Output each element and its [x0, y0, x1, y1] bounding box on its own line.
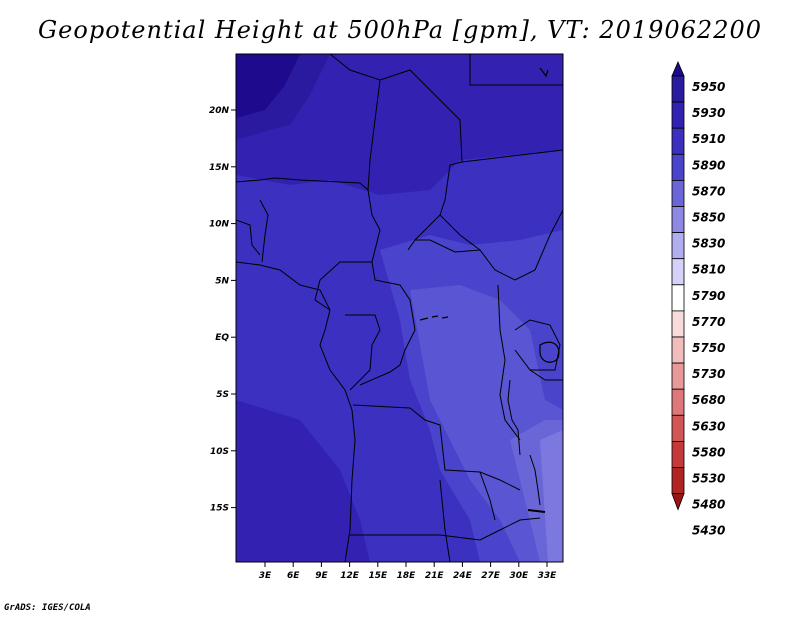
colorbar-swatch — [671, 310, 685, 338]
lat-tick-label: 15S — [210, 504, 229, 514]
lon-tick-label: 3E — [259, 571, 272, 581]
colorbar-label: 5750 — [692, 341, 725, 355]
colorbar-swatch — [671, 440, 685, 468]
lat-tick-label: 20N — [209, 106, 230, 116]
colorbar-label: 5810 — [692, 263, 725, 277]
lakes — [419, 67, 560, 513]
colorbar: 5950 5930 5910 5890 5870 5850 5830 5810 5790 5770… — [671, 60, 725, 538]
lon-tick-label: 18E — [397, 571, 417, 581]
colorbar-label: 5850 — [692, 211, 725, 225]
colorbar-top-arrow — [671, 60, 685, 77]
border-zambia-east — [479, 471, 496, 521]
colorbar-label: 5430 — [692, 524, 725, 538]
colorbar-label: 5930 — [692, 106, 725, 120]
map-title: Geopotential Height at 500hPa [gpm], VT:… — [38, 16, 762, 44]
colorbar-swatch — [671, 153, 685, 181]
colorbar-label: 5580 — [692, 445, 725, 459]
border-car — [415, 239, 481, 253]
colorbar-swatch — [671, 336, 685, 364]
borders — [236, 54, 563, 562]
border-angola — [352, 404, 521, 491]
lat-tick-label: 10S — [210, 447, 229, 457]
colorbar-label: 5530 — [692, 472, 725, 486]
border-chad — [367, 79, 416, 331]
colorbar-bottom-arrow — [671, 493, 685, 511]
border-west-africa — [259, 199, 269, 263]
lake-dots — [419, 315, 449, 321]
longitude-ticks: 3E 6E 9E 12E 15E 18E 21E 24E 27E 30E 33E — [259, 562, 557, 581]
colorbar-label: 5870 — [692, 184, 725, 198]
colorbar-swatch — [671, 414, 685, 442]
colorbar-swatch — [671, 75, 685, 103]
lat-tick-label: EQ — [215, 333, 229, 343]
colorbar-swatch — [671, 258, 685, 286]
colorbar-label: 5910 — [692, 132, 725, 146]
lon-tick-label: 9E — [315, 571, 328, 581]
lake-malawi — [529, 454, 541, 506]
colorbar-swatch — [671, 467, 685, 495]
lon-tick-label: 6E — [287, 571, 300, 581]
colorbar-label: 5830 — [692, 237, 725, 251]
coast-marker — [539, 67, 549, 78]
lat-tick-label: 5S — [216, 390, 229, 400]
colorbar-swatch — [671, 206, 685, 234]
map-frame — [235, 53, 564, 563]
border-zambia-west — [439, 479, 451, 562]
lat-tick-label: 5N — [215, 276, 229, 286]
field-5910 — [236, 54, 563, 195]
grads-credit: GrADS: IGES/COLA — [4, 603, 91, 613]
colorbar-label: 5630 — [692, 419, 725, 433]
colorbar-label: 5770 — [692, 315, 725, 329]
colorbar-swatch — [671, 101, 685, 129]
colorbar-label: 5480 — [692, 498, 725, 512]
border-egypt — [469, 54, 563, 86]
lon-tick-label: 12E — [340, 571, 360, 581]
colorbar-label: 5790 — [692, 289, 725, 303]
field-5950 — [236, 54, 300, 118]
border-cameroon — [314, 261, 372, 311]
border-namibia — [350, 517, 541, 541]
lon-tick-label: 21E — [425, 571, 445, 581]
height-field — [236, 54, 563, 562]
colorbar-swatch — [671, 127, 685, 155]
lake-tanganyika — [507, 379, 521, 456]
field-5910-south — [236, 400, 370, 562]
lat-tick-label: 10N — [209, 220, 230, 230]
border-south-sudan — [439, 209, 563, 281]
lat-tick-label: 15N — [209, 163, 230, 173]
colorbar-swatch — [671, 362, 685, 390]
field-5850-core — [540, 430, 563, 562]
colorbar-swatch — [671, 284, 685, 312]
colorbar-label: 5950 — [692, 80, 725, 94]
border-sudan-north — [461, 149, 563, 163]
colorbar-swatch — [671, 179, 685, 207]
border-sahel — [236, 177, 369, 191]
colorbar-swatch — [671, 232, 685, 260]
lon-tick-label: 24E — [453, 571, 473, 581]
border-guinea — [236, 219, 261, 256]
border-tanzania — [529, 369, 563, 381]
border-east-drc — [497, 284, 521, 441]
lake-kariba — [527, 509, 546, 513]
coastline-west — [236, 261, 356, 562]
lon-tick-label: 33E — [538, 571, 558, 581]
colorbar-label: 5730 — [692, 367, 725, 381]
colorbar-label: 5890 — [692, 158, 725, 172]
lon-tick-label: 27E — [481, 571, 501, 581]
lon-tick-label: 30E — [509, 571, 529, 581]
border-gabon-congo — [345, 314, 381, 391]
lake-victoria — [539, 341, 560, 363]
colorbar-swatch — [671, 388, 685, 416]
lon-tick-label: 15E — [368, 571, 388, 581]
latitude-ticks: 20N 15N 10N 5N EQ 5S 10S 15S — [209, 106, 236, 514]
colorbar-label: 5680 — [692, 393, 725, 407]
border-congo-drc — [359, 329, 416, 386]
